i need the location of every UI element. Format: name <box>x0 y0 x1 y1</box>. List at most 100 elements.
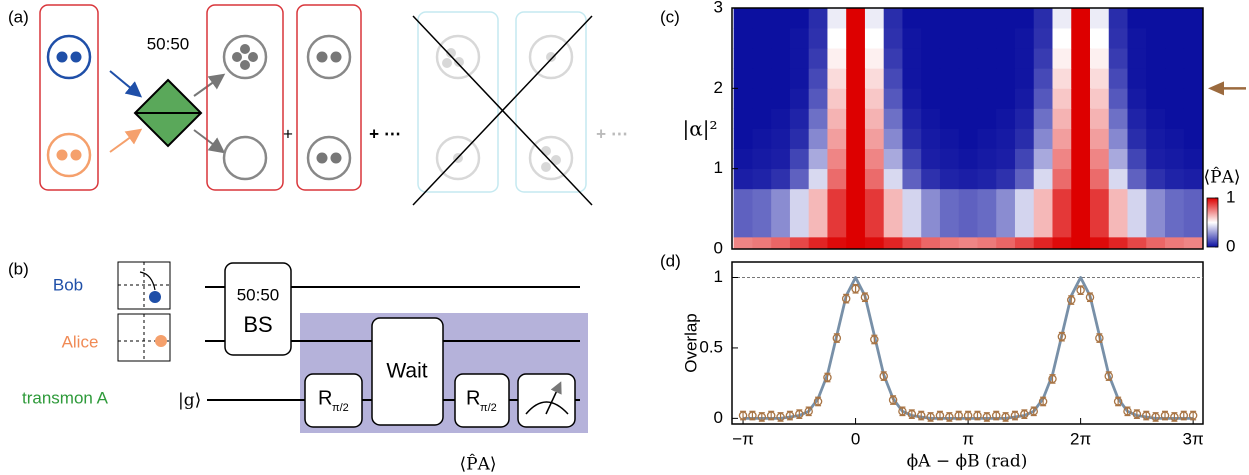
heatmap-cell <box>1165 148 1185 170</box>
heatmap-cell <box>1165 68 1185 89</box>
data-point <box>945 412 954 422</box>
rotation-gate <box>304 373 363 428</box>
data-point <box>1095 333 1104 343</box>
heatmap-cell <box>808 188 829 238</box>
heatmap-cell <box>1165 48 1185 69</box>
meter <box>517 373 576 428</box>
heatmap-cell <box>921 188 941 238</box>
heatmap-cell <box>1089 88 1110 109</box>
heatmap-cell <box>996 28 1016 49</box>
heatmap-cell <box>789 108 810 129</box>
wait-label: Wait <box>386 360 427 383</box>
data-point <box>1142 411 1151 420</box>
heatmap-cell <box>808 28 829 49</box>
heatmap-cell <box>752 148 772 170</box>
data-point <box>1123 407 1132 416</box>
data-point <box>766 411 776 420</box>
ellipsis: + ⋯ <box>596 124 628 143</box>
heatmap-cell <box>958 48 979 69</box>
heatmap-cell <box>1052 8 1072 29</box>
heatmap-cell <box>1089 28 1110 49</box>
photon <box>546 52 556 62</box>
heatmap-cell <box>902 128 922 149</box>
heatmap-cell <box>1183 168 1203 190</box>
y-axis-label: Overlap <box>681 313 700 373</box>
heatmap-cell <box>996 108 1016 129</box>
heatmap-cell <box>1108 8 1129 29</box>
data-point <box>860 292 870 302</box>
heatmap-cell <box>1089 148 1110 170</box>
heatmap-cell <box>1052 148 1072 170</box>
heatmap-cell <box>883 68 904 89</box>
heatmap-cell <box>846 68 866 89</box>
rotation-angle: π/2 <box>480 402 497 414</box>
heatmap-cell <box>921 168 941 190</box>
heatmap-cell <box>1165 28 1185 49</box>
data-point <box>1048 374 1057 384</box>
heatmap-cell <box>1146 8 1166 29</box>
heatmap-cell <box>1165 168 1185 190</box>
heatmap-cell <box>977 8 997 29</box>
heatmap-cell <box>921 236 941 249</box>
heatmap-cell <box>1146 48 1166 69</box>
heatmap-cell <box>1033 168 1054 190</box>
data-point <box>935 411 945 420</box>
bob-state <box>149 291 161 303</box>
beam-splitter-gate <box>224 262 292 356</box>
heatmap-cell <box>1014 8 1035 29</box>
data-point <box>851 284 860 294</box>
data-point <box>926 412 935 422</box>
heatmap-cell <box>996 168 1016 190</box>
data-point <box>1029 407 1038 416</box>
heatmap-cell <box>902 88 922 109</box>
heatmap-cell <box>1014 148 1035 170</box>
heatmap-cell <box>789 28 810 49</box>
heatmap-cell <box>1183 68 1203 89</box>
plot-marks <box>738 276 1198 422</box>
heatmap-cell <box>789 48 810 69</box>
heatmap-cell <box>789 128 810 149</box>
photon <box>248 52 258 62</box>
heatmap-cell <box>939 68 960 89</box>
heatmap-cell <box>808 48 829 69</box>
heatmap-cell <box>1108 128 1129 149</box>
photon <box>240 60 250 70</box>
data-point <box>982 412 992 422</box>
colorbar <box>1206 197 1219 248</box>
heatmap-cell <box>733 88 754 109</box>
heatmap-cell <box>939 108 960 129</box>
heatmap-cell <box>1071 68 1091 89</box>
heatmap-cell <box>827 8 847 29</box>
heatmap-cell <box>1071 188 1091 238</box>
heatmap-cell <box>827 88 847 109</box>
data-point <box>1085 292 1095 302</box>
heatmap-cell <box>939 8 960 29</box>
heatmap-cell <box>752 108 772 129</box>
x-tick-label: −π <box>732 429 754 448</box>
heatmap-cell <box>808 236 829 249</box>
data-point <box>813 397 823 406</box>
heatmap-cell <box>1183 28 1203 49</box>
heatmap-cell <box>864 28 885 49</box>
heatmap-cell <box>864 88 885 109</box>
plot-frame <box>731 7 1204 250</box>
heatmap-cell <box>1014 28 1035 49</box>
heatmap-cell <box>789 148 810 170</box>
ellipsis: + ⋯ <box>369 124 401 143</box>
heatmap-cell <box>902 48 922 69</box>
heatmap-cell <box>733 8 754 29</box>
heatmap-cell <box>864 8 885 29</box>
heatmap-cell <box>921 28 941 49</box>
heatmap-cell <box>752 88 772 109</box>
heatmap-cell <box>733 236 754 249</box>
y-axis-label: |α|² <box>683 117 718 142</box>
data-point <box>1020 409 1029 419</box>
heatmap-cell <box>864 68 885 89</box>
heatmap-cell <box>996 188 1016 238</box>
heatmap-cell <box>996 236 1016 249</box>
data-point <box>748 411 757 420</box>
x-tick-label: 0 <box>851 429 860 448</box>
data-point <box>1076 285 1085 295</box>
y-tick-label: 2 <box>714 78 723 97</box>
mode <box>528 135 574 181</box>
